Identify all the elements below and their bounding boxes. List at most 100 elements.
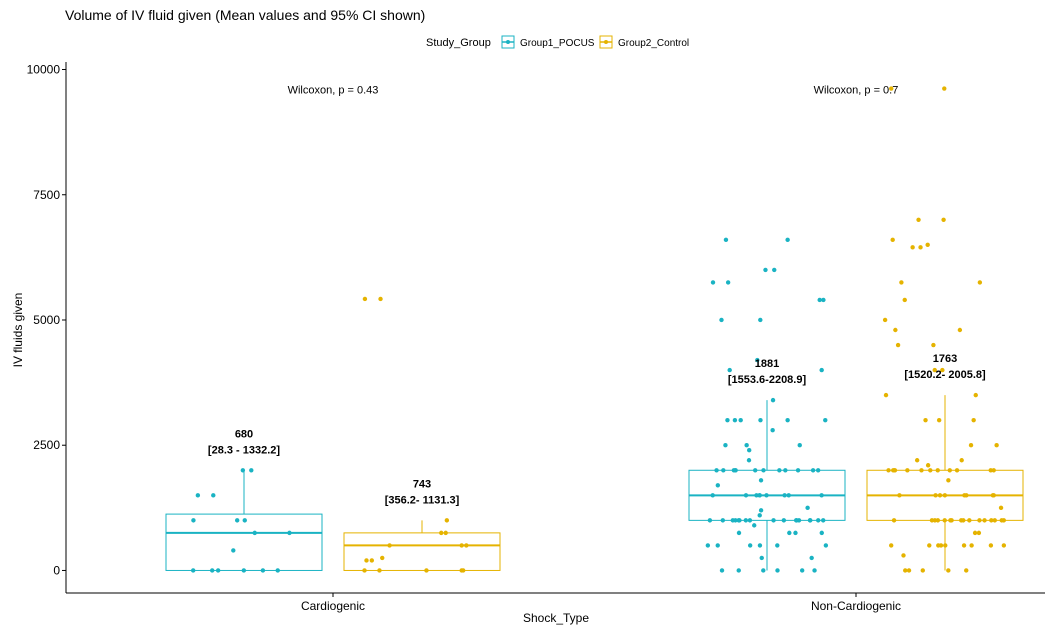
data-point xyxy=(933,493,938,498)
data-point xyxy=(946,478,951,483)
data-point xyxy=(753,468,758,473)
data-point xyxy=(459,543,464,548)
data-point xyxy=(991,493,996,498)
data-point xyxy=(443,530,448,536)
ci-label: [356.2- 1131.3] xyxy=(385,494,460,506)
data-point xyxy=(460,568,466,573)
mean-label: 743 xyxy=(413,478,431,490)
data-point xyxy=(890,237,895,243)
data-point xyxy=(211,493,216,498)
data-point xyxy=(215,568,221,573)
data-point xyxy=(755,357,760,363)
data-point xyxy=(362,296,368,302)
data-point xyxy=(969,543,974,548)
data-point xyxy=(994,443,999,448)
data-point xyxy=(967,518,972,523)
data-point xyxy=(715,543,720,548)
data-point xyxy=(998,505,1004,511)
data-point xyxy=(377,568,382,573)
data-point xyxy=(902,297,907,303)
data-point xyxy=(982,518,987,523)
data-point xyxy=(746,458,752,463)
legend-key-dot-group1 xyxy=(506,40,510,44)
data-point xyxy=(786,493,791,498)
data-point xyxy=(882,317,888,323)
data-point xyxy=(918,245,923,250)
data-point xyxy=(785,417,790,423)
data-point xyxy=(972,530,978,536)
data-point xyxy=(743,518,749,523)
data-point xyxy=(914,458,920,463)
y-axis-title: IV fluids given xyxy=(11,293,25,368)
data-point xyxy=(249,468,254,473)
data-point xyxy=(770,427,775,433)
data-point xyxy=(992,518,997,523)
data-point xyxy=(999,518,1004,523)
data-point xyxy=(710,280,716,285)
data-point xyxy=(758,478,764,483)
data-point xyxy=(775,568,780,573)
data-point xyxy=(783,468,788,473)
y-tick-label: 10000 xyxy=(27,63,61,77)
chart-title: Volume of IV fluid given (Mean values an… xyxy=(65,7,425,23)
data-point xyxy=(710,493,715,498)
data-point xyxy=(977,518,982,523)
data-point xyxy=(787,530,792,536)
data-point xyxy=(799,568,805,573)
data-point xyxy=(793,530,798,536)
data-point xyxy=(439,530,444,536)
data-point xyxy=(714,468,719,473)
data-point xyxy=(231,548,236,553)
data-point xyxy=(931,342,936,348)
data-point xyxy=(772,267,777,273)
data-point xyxy=(752,523,757,528)
data-point xyxy=(937,493,943,498)
data-point xyxy=(957,327,963,333)
data-point xyxy=(252,530,257,536)
data-point xyxy=(891,468,896,473)
data-point xyxy=(964,493,969,498)
data-point xyxy=(195,493,201,498)
data-point xyxy=(901,553,906,558)
data-point xyxy=(819,530,824,536)
legend-item-group1: Group1_POCUS xyxy=(501,35,595,49)
mean-label: 1881 xyxy=(755,358,779,370)
data-point xyxy=(727,367,732,373)
data-point xyxy=(240,468,246,473)
x-tick-label: Cardiogenic xyxy=(301,599,365,613)
data-point xyxy=(810,468,816,473)
data-point xyxy=(732,417,738,423)
data-point xyxy=(191,518,196,523)
legend-item-group2: Group2_Control xyxy=(599,35,689,49)
x-axis-title: Shock_Type xyxy=(523,611,589,625)
data-point xyxy=(759,555,764,561)
data-point xyxy=(968,443,974,448)
data-point xyxy=(719,317,724,323)
data-point xyxy=(777,468,782,473)
data-point xyxy=(275,568,280,573)
data-point xyxy=(705,543,711,548)
ci-label: [28.3 - 1332.2] xyxy=(208,444,280,456)
data-point xyxy=(771,518,776,523)
data-point xyxy=(725,280,731,285)
data-point xyxy=(989,518,994,523)
data-point xyxy=(973,392,978,398)
data-point xyxy=(946,568,951,573)
data-point xyxy=(929,518,935,523)
data-point xyxy=(942,86,947,91)
data-point xyxy=(821,518,826,523)
data-point xyxy=(808,518,813,523)
data-point xyxy=(961,518,966,523)
data-point xyxy=(935,518,941,523)
data-point xyxy=(805,505,810,511)
data-point xyxy=(736,568,741,573)
data-point xyxy=(964,568,969,573)
data-point xyxy=(210,568,215,573)
data-point xyxy=(886,468,891,473)
data-point xyxy=(947,468,952,473)
wilcoxon-annotation: Wilcoxon, p = 0.7 xyxy=(814,85,899,97)
data-point xyxy=(920,568,925,573)
data-point xyxy=(906,568,912,573)
data-point xyxy=(747,543,753,548)
data-point xyxy=(287,530,292,536)
